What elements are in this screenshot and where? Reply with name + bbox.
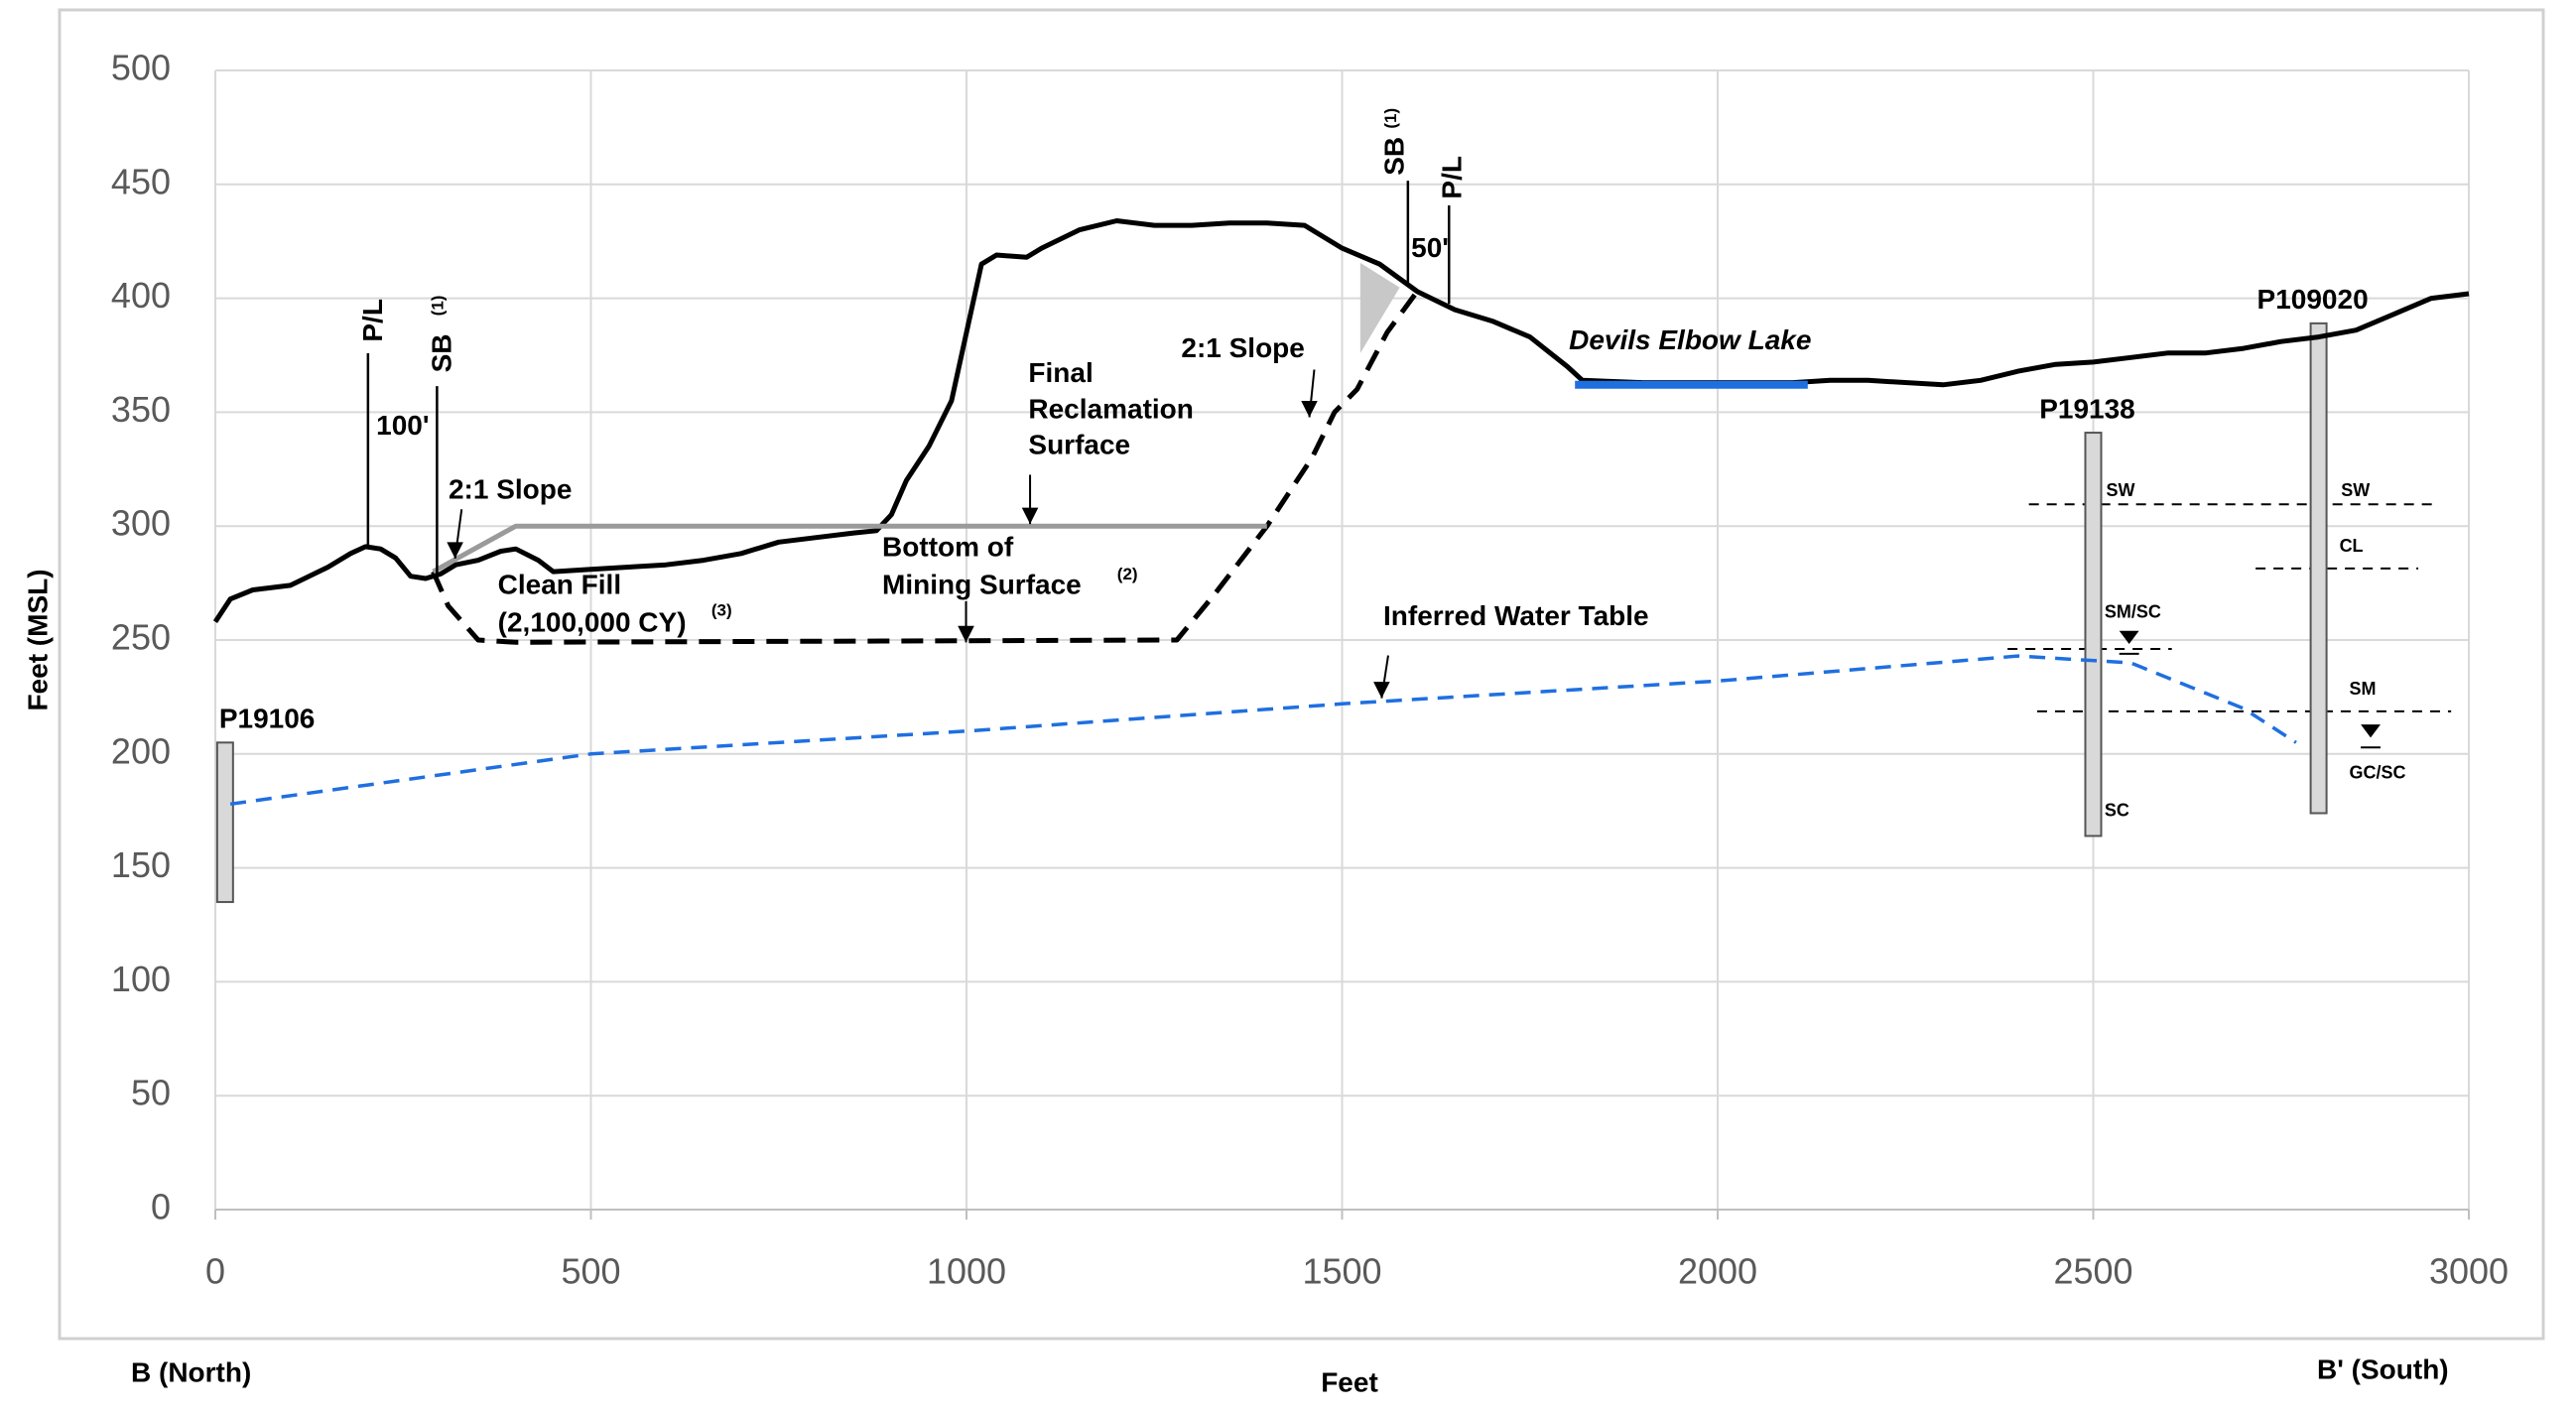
- annotation: (2,100,000 CY): [498, 607, 687, 638]
- y-tick-label: 0: [151, 1187, 171, 1227]
- soil-label: SM/SC: [2105, 601, 2161, 621]
- x-tick-label: 3000: [2429, 1251, 2509, 1292]
- arrow-head: [447, 542, 463, 559]
- annotation: Bottom of: [882, 531, 1014, 562]
- arrow-head: [958, 625, 974, 643]
- chart-frame: [58, 8, 2545, 1341]
- y-tick-label: 450: [111, 161, 171, 201]
- arrow-head: [1301, 400, 1318, 418]
- annotation: (1): [429, 296, 448, 317]
- y-tick-label: 350: [111, 389, 171, 430]
- y-tick-label: 250: [111, 617, 171, 658]
- annotation: SB: [1379, 137, 1410, 176]
- borehole: [2084, 432, 2103, 837]
- arrow-head: [1021, 507, 1039, 525]
- annotation: Inferred Water Table: [1383, 600, 1649, 631]
- x-tick-label: 2000: [1678, 1251, 1757, 1292]
- borehole-label: P19106: [219, 704, 316, 734]
- borehole-label: P19138: [2039, 393, 2135, 424]
- y-tick-label: 100: [111, 959, 171, 999]
- arrow-head: [1373, 682, 1390, 699]
- series-line: [212, 218, 2470, 623]
- series-line: [432, 523, 1267, 575]
- x-tick-label: 2500: [2053, 1251, 2132, 1292]
- x-tick-label: 1500: [1302, 1251, 1381, 1292]
- y-tick-label: 500: [111, 48, 171, 88]
- series-line: [229, 654, 2297, 807]
- x-tick-label: 0: [205, 1251, 225, 1292]
- series-line: [431, 290, 1420, 645]
- annotation: Surface: [1028, 430, 1130, 460]
- y-tick-label: 50: [131, 1073, 171, 1113]
- annotation: 2:1 Slope: [1181, 332, 1304, 363]
- annotation: 50': [1411, 232, 1449, 263]
- y-tick-label: 150: [111, 844, 171, 885]
- water-level: [2361, 724, 2381, 738]
- y-tick-label: 200: [111, 730, 171, 771]
- borehole: [2309, 322, 2328, 815]
- x-axis-title: Feet: [1321, 1366, 1378, 1397]
- annotation: (3): [711, 600, 732, 619]
- soil-label: SM: [2350, 679, 2377, 699]
- annotation: 100': [376, 410, 429, 441]
- cut-area: [1359, 262, 1400, 353]
- annotation: Final: [1028, 357, 1093, 388]
- borehole-label: P109020: [2257, 284, 2369, 315]
- soil-label: GC/SC: [2350, 763, 2406, 783]
- x-tick-label: 1000: [927, 1251, 1006, 1292]
- annotation: (2): [1117, 565, 1138, 583]
- y-tick-label: 400: [111, 275, 171, 316]
- y-tick-label: 300: [111, 503, 171, 544]
- soil-label: SC: [2105, 801, 2129, 821]
- annotation: Reclamation: [1028, 393, 1194, 424]
- annotation: Mining Surface: [882, 569, 1082, 599]
- right-label: B' (South): [2317, 1353, 2449, 1384]
- soil-label: SW: [2106, 480, 2134, 500]
- annotation: P/L: [1437, 156, 1468, 199]
- lake-label: Devils Elbow Lake: [1569, 324, 1811, 355]
- water-level: [2119, 630, 2139, 644]
- annotation: P/L: [357, 299, 388, 342]
- annotation: Clean Fill: [498, 569, 621, 599]
- left-label: B (North): [131, 1356, 251, 1387]
- annotation: SB: [426, 334, 456, 373]
- annotation: 2:1 Slope: [449, 473, 572, 504]
- soil-label: SW: [2341, 480, 2370, 500]
- borehole: [215, 741, 234, 904]
- x-tick-label: 500: [561, 1251, 620, 1292]
- annotation: (1): [1381, 108, 1400, 129]
- soil-label: CL: [2340, 536, 2364, 556]
- y-axis-title: Feet (MSL): [22, 569, 53, 710]
